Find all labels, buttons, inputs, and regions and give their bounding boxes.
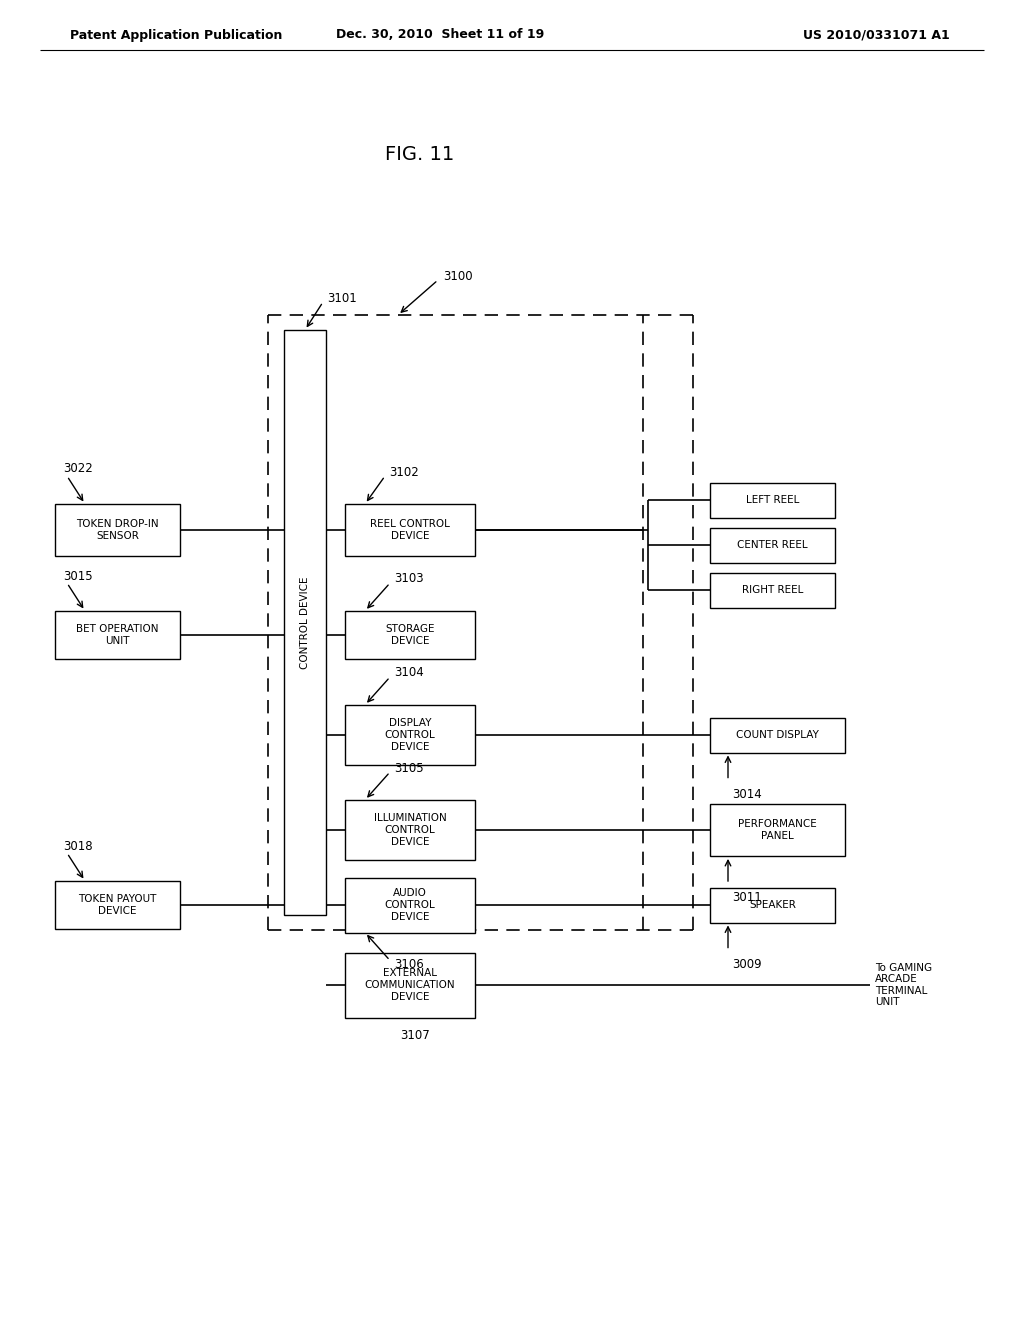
Text: 3014: 3014 [732, 788, 762, 800]
Bar [55, 611, 180, 659]
Text: CONTROL DEVICE: CONTROL DEVICE [300, 577, 310, 669]
Bar [345, 953, 475, 1018]
Text: BET OPERATION
UNIT: BET OPERATION UNIT [76, 624, 159, 645]
Text: RIGHT REEL: RIGHT REEL [741, 585, 803, 595]
Text: TOKEN DROP-IN
SENSOR: TOKEN DROP-IN SENSOR [76, 519, 159, 541]
Text: 3101: 3101 [327, 292, 356, 305]
Bar [710, 804, 845, 855]
Text: To GAMING
ARCADE
TERMINAL
UNIT: To GAMING ARCADE TERMINAL UNIT [874, 962, 932, 1007]
Text: ILLUMINATION
CONTROL
DEVICE: ILLUMINATION CONTROL DEVICE [374, 813, 446, 846]
Text: 3104: 3104 [394, 667, 424, 680]
Text: CENTER REEL: CENTER REEL [737, 540, 808, 550]
Text: LEFT REEL: LEFT REEL [745, 495, 799, 506]
Text: 3009: 3009 [732, 957, 762, 970]
Text: FIG. 11: FIG. 11 [385, 145, 455, 165]
Text: STORAGE
DEVICE: STORAGE DEVICE [385, 624, 435, 645]
Text: 3105: 3105 [394, 762, 424, 775]
Text: AUDIO
CONTROL
DEVICE: AUDIO CONTROL DEVICE [385, 888, 435, 921]
Bar [55, 504, 180, 556]
Bar [345, 878, 475, 932]
Bar [284, 330, 326, 915]
Text: 3100: 3100 [443, 271, 473, 284]
Text: COUNT DISPLAY: COUNT DISPLAY [736, 730, 819, 741]
Bar [710, 483, 835, 517]
Text: 3015: 3015 [63, 569, 92, 582]
Text: TOKEN PAYOUT
DEVICE: TOKEN PAYOUT DEVICE [78, 894, 157, 916]
Text: 3106: 3106 [394, 958, 424, 972]
Bar [345, 800, 475, 861]
Text: DISPLAY
CONTROL
DEVICE: DISPLAY CONTROL DEVICE [385, 718, 435, 751]
Text: PERFORMANCE
PANEL: PERFORMANCE PANEL [738, 820, 817, 841]
Bar [345, 504, 475, 556]
Bar [55, 880, 180, 929]
Text: 3107: 3107 [400, 1030, 430, 1041]
Bar [345, 705, 475, 766]
Text: 3011: 3011 [732, 891, 762, 904]
Text: 3018: 3018 [63, 840, 92, 853]
Bar [710, 887, 835, 923]
Text: SPEAKER: SPEAKER [750, 900, 796, 909]
Text: Patent Application Publication: Patent Application Publication [70, 29, 283, 41]
Text: 3102: 3102 [389, 466, 419, 479]
Text: REEL CONTROL
DEVICE: REEL CONTROL DEVICE [370, 519, 450, 541]
Text: 3103: 3103 [394, 573, 424, 586]
Bar [710, 528, 835, 562]
Text: 3022: 3022 [63, 462, 93, 475]
Bar [710, 573, 835, 607]
Text: EXTERNAL
COMMUNICATION
DEVICE: EXTERNAL COMMUNICATION DEVICE [365, 969, 456, 1002]
Text: US 2010/0331071 A1: US 2010/0331071 A1 [803, 29, 950, 41]
Bar [345, 611, 475, 659]
Text: Dec. 30, 2010  Sheet 11 of 19: Dec. 30, 2010 Sheet 11 of 19 [336, 29, 544, 41]
Bar [710, 718, 845, 752]
